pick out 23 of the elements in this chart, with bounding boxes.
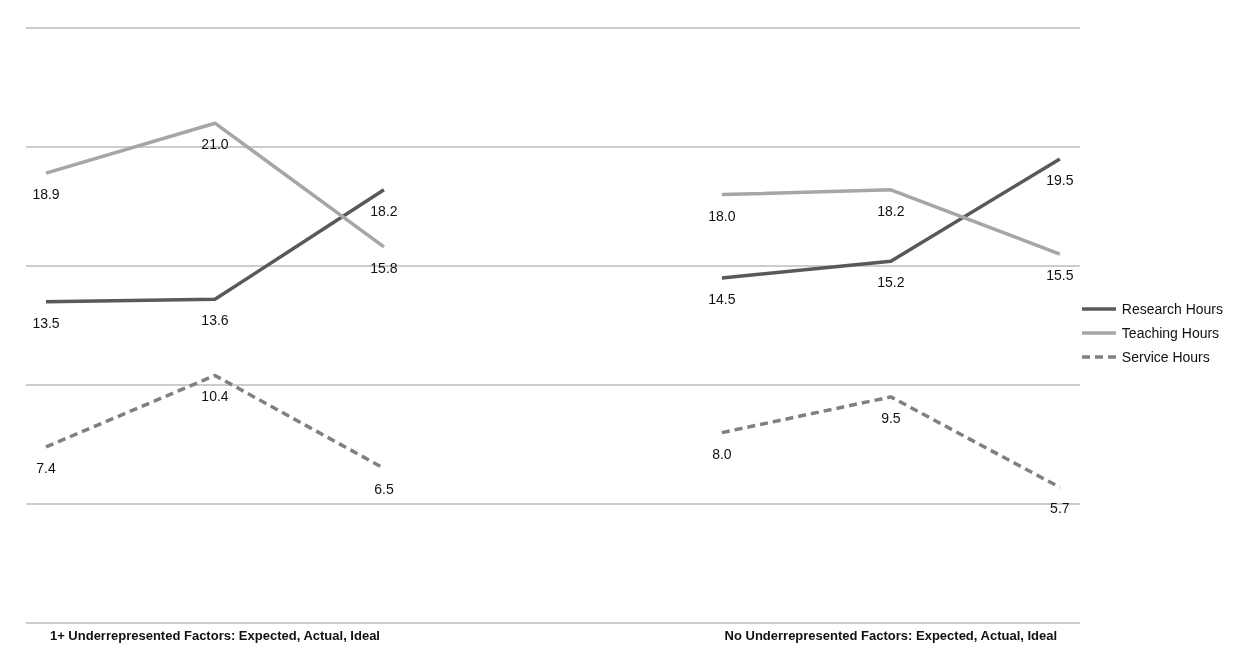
data-label: 8.0 [712, 445, 732, 462]
data-label: 18.0 [708, 207, 736, 224]
legend-label: Teaching Hours [1121, 325, 1220, 341]
legend-label: Research Hours [1121, 301, 1223, 317]
data-label: 18.2 [877, 202, 905, 219]
data-label: 7.4 [36, 459, 56, 476]
x-tick-label: 1+ Underrepresented Factors: Expected, Actual, Ideal [49, 628, 380, 644]
data-label: 18.9 [32, 186, 60, 203]
x-tick-label: No Underrepresented Factors: Expected, Actual, Ideal [724, 628, 1058, 644]
data-label: 9.5 [881, 409, 901, 426]
data-label: 15.2 [877, 274, 905, 291]
data-label: 21.0 [201, 136, 229, 153]
legend-label: Service Hours [1121, 349, 1210, 365]
data-label: 14.5 [708, 290, 736, 307]
data-label: 5.7 [1050, 500, 1070, 517]
data-label: 19.5 [1046, 171, 1074, 188]
data-label: 13.6 [201, 312, 229, 329]
data-label: 18.2 [370, 202, 398, 219]
data-label: 6.5 [374, 481, 394, 498]
data-label: 13.5 [32, 314, 60, 331]
data-label: 15.5 [1046, 267, 1074, 284]
data-label: 10.4 [201, 388, 229, 405]
data-label: 15.8 [370, 259, 398, 276]
